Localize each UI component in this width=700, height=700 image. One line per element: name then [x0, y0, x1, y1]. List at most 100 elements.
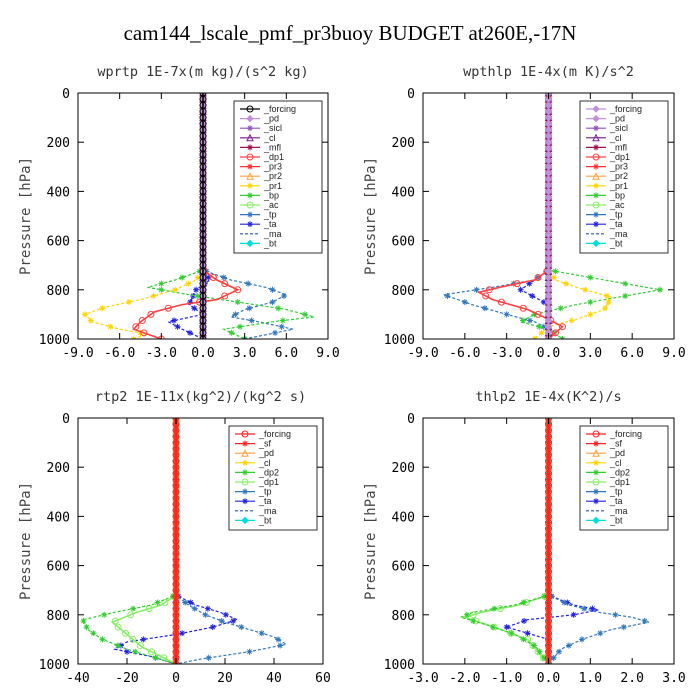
legend-label: _forcing [609, 429, 642, 439]
data-point [490, 624, 497, 631]
legend-item: _bt [240, 238, 277, 248]
data-point [87, 317, 94, 324]
data-point [463, 611, 470, 618]
series-dp1 [132, 93, 242, 339]
data-point [187, 299, 194, 306]
legend: _forcing_pd_sicl_cl_mfl_dp1_pr3_pr2_pr1_… [579, 100, 669, 254]
legend-label: _dp1 [258, 477, 279, 487]
x-tick-label: 1.0 [579, 671, 602, 686]
legend-label: _forcing [263, 104, 296, 114]
plot-frame [77, 417, 324, 665]
plot-area [80, 418, 288, 664]
legend-label: _ma [609, 506, 628, 516]
legend-item: _dp2 [586, 467, 630, 477]
legend-item: _ma [586, 229, 628, 239]
legend-label: _cl [263, 133, 276, 143]
data-point [526, 280, 533, 287]
legend-marker [247, 221, 253, 228]
x-tick-label: 2.0 [620, 671, 643, 686]
data-point [99, 636, 106, 643]
data-point [117, 642, 124, 649]
panel-title: wprtp 1E-7x(m kg)/(s^2 kg) [97, 64, 308, 80]
data-point [582, 286, 589, 293]
data-point [508, 630, 515, 637]
data-point [470, 617, 477, 624]
y-tick-label: 800 [392, 609, 415, 624]
series-dp2 [458, 418, 552, 664]
legend-label: _bt [258, 515, 272, 525]
data-point [205, 274, 212, 281]
legend-label: _dp1 [609, 152, 630, 162]
legend-item: _tp [240, 210, 277, 220]
data-point [147, 310, 155, 318]
data-point [132, 648, 139, 655]
data-point [80, 617, 87, 624]
data-point [503, 624, 510, 631]
legend-label: _pr2 [263, 171, 282, 181]
data-point [529, 292, 536, 299]
legend-label: _pd [258, 448, 274, 458]
x-tick-label: -3.0 [491, 346, 522, 361]
legend-marker [592, 201, 600, 209]
legend-marker [246, 153, 254, 161]
data-point [191, 605, 198, 612]
data-point [536, 323, 543, 330]
legend-label: _pr1 [263, 181, 282, 191]
data-point [132, 323, 140, 331]
legend-item: _dp1 [240, 152, 284, 162]
data-point [534, 310, 542, 318]
data-point [540, 323, 547, 330]
data-point [278, 323, 285, 330]
data-point [550, 274, 557, 281]
data-point [277, 642, 284, 649]
data-point [154, 599, 161, 606]
panel-title: rtp2 1E-11x(kg^2)/(kg^2 s) [95, 389, 306, 405]
legend-item: _tp [235, 487, 272, 497]
y-tick-label: 1000 [384, 333, 415, 348]
data-point [534, 274, 542, 281]
data-point [127, 611, 135, 619]
data-point [202, 611, 209, 618]
legend-label: _ta [609, 496, 623, 506]
legend-label: _cl [258, 458, 271, 468]
legend-marker [592, 449, 600, 457]
legend-label: _ac [609, 200, 625, 210]
data-point [564, 599, 571, 606]
series-forcing [172, 418, 180, 664]
legend-item: _ma [235, 506, 277, 516]
legend-item: _pr1 [240, 181, 282, 191]
x-tick-label: 40 [266, 671, 282, 686]
x-tick-label: 0 [172, 671, 180, 686]
data-point [269, 299, 276, 306]
data-point [538, 329, 545, 336]
legend-label: _sf [258, 439, 272, 449]
data-point [122, 629, 130, 637]
legend-item: _pr3 [586, 162, 628, 172]
legend-label: _ta [263, 219, 277, 229]
data-point [521, 617, 528, 624]
legend-marker [593, 440, 599, 447]
data-point [99, 305, 106, 312]
legend-item: _sf [235, 439, 272, 449]
y-tick-label: 800 [47, 609, 70, 624]
data-point [129, 635, 137, 643]
legend-item: _forcing [586, 104, 642, 114]
data-point [555, 648, 562, 655]
data-point [558, 323, 566, 331]
legend-marker [247, 163, 253, 170]
data-point [161, 599, 169, 606]
data-point [622, 292, 629, 299]
legend-item: _pd [586, 114, 625, 124]
series-line [458, 418, 550, 664]
data-point [469, 611, 477, 619]
legend-label: _forcing [609, 104, 642, 114]
legend-label: _pr1 [609, 181, 628, 191]
panel-3: rtp2 1E-11x(kg^2)/(kg^2 s) Pressure [hPa]… [18, 389, 331, 686]
data-point [258, 630, 265, 637]
data-point [228, 329, 235, 336]
data-point [124, 648, 130, 655]
series-line [547, 418, 650, 664]
legend-label: _forcing [258, 429, 291, 439]
data-point [140, 329, 148, 337]
